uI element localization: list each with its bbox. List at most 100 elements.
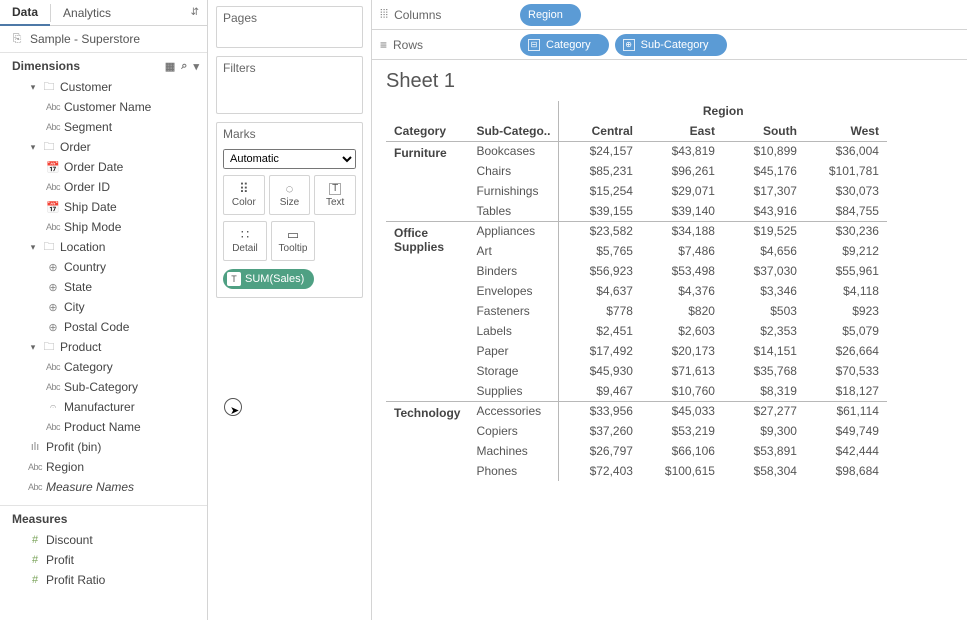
chevron-down-icon: ▾ <box>28 242 38 253</box>
sheet-title[interactable]: Sheet 1 <box>386 70 953 93</box>
cell-value: $45,930 <box>559 361 641 381</box>
cell-value: $70,533 <box>805 361 887 381</box>
cell-value: $30,236 <box>805 221 887 241</box>
tab-data[interactable]: Data <box>0 0 50 26</box>
field-state[interactable]: ⊕State <box>4 277 203 297</box>
data-pane: Data Analytics ⇵ ⎘ Sample - Superstore D… <box>0 0 208 620</box>
mark-type-select[interactable]: Automatic <box>223 149 356 169</box>
category-furniture: Furniture <box>386 141 468 221</box>
subcat-phones: Phones <box>468 461 559 481</box>
region-header-west: West <box>805 121 887 141</box>
cell-value: $53,891 <box>723 441 805 461</box>
cell-value: $18,127 <box>805 381 887 401</box>
measure-type-icon: # <box>28 574 42 586</box>
field-ship-date[interactable]: 📅Ship Date <box>4 197 203 217</box>
pages-card[interactable]: Pages <box>216 6 363 48</box>
cell-value: $9,467 <box>559 381 641 401</box>
cell-value: $84,755 <box>805 201 887 221</box>
subcat-machines: Machines <box>468 441 559 461</box>
pill-label: Sub-Category <box>641 39 709 51</box>
field-ship-mode[interactable]: AbcShip Mode <box>4 217 203 237</box>
field-label: Order Date <box>64 160 123 174</box>
view-toggle-icon[interactable]: ▦ <box>165 60 175 73</box>
field-segment[interactable]: AbcSegment <box>4 117 203 137</box>
field-profit-(bin)[interactable]: ılıProfit (bin) <box>4 437 203 457</box>
measure-label: Profit Ratio <box>46 573 105 587</box>
category-technology: Technology <box>386 401 468 481</box>
tab-analytics[interactable]: Analytics <box>51 1 123 25</box>
cell-value: $43,819 <box>641 141 723 161</box>
field-category[interactable]: AbcCategory <box>4 357 203 377</box>
cell-value: $71,613 <box>641 361 723 381</box>
chevron-down-icon: ▾ <box>28 82 38 93</box>
worksheet-area: ⦙⦙⦙Columns Region ≡Rows ⊟Category⊕Sub-Ca… <box>372 0 967 620</box>
marks-color-button[interactable]: ⠿Color <box>223 175 265 215</box>
folder-product[interactable]: ▾🗀Product <box>4 337 203 357</box>
detail-icon: ∷ <box>241 228 249 241</box>
pill-region[interactable]: Region <box>520 4 581 26</box>
cell-value: $14,151 <box>723 341 805 361</box>
subcat-art: Art <box>468 241 559 261</box>
cell-value: $4,376 <box>641 281 723 301</box>
folder-icon: 🗀 <box>42 338 56 357</box>
rows-shelf[interactable]: ≡Rows ⊟Category⊕Sub-Category <box>372 30 967 60</box>
field-city[interactable]: ⊕City <box>4 297 203 317</box>
field-customer-name[interactable]: AbcCustomer Name <box>4 97 203 117</box>
tab-caret-icon[interactable]: ⇵ <box>191 7 199 18</box>
marks-tooltip-button[interactable]: ▭Tooltip <box>271 221 315 261</box>
rows-label: Rows <box>393 38 423 52</box>
field-type-icon: ⊕ <box>46 301 60 314</box>
subcat-envelopes: Envelopes <box>468 281 559 301</box>
search-fields-icon[interactable]: ⌕ <box>181 60 187 73</box>
measure-profit-ratio[interactable]: # Profit Ratio <box>4 570 203 590</box>
pill-category[interactable]: ⊟Category <box>520 34 609 56</box>
filters-card[interactable]: Filters <box>216 56 363 114</box>
field-region[interactable]: AbcRegion <box>4 457 203 477</box>
field-order-id[interactable]: AbcOrder ID <box>4 177 203 197</box>
folder-order[interactable]: ▾🗀Order <box>4 137 203 157</box>
filters-title: Filters <box>217 57 362 79</box>
cell-value: $778 <box>559 301 641 321</box>
pill-sub-category[interactable]: ⊕Sub-Category <box>615 34 727 56</box>
marks-size-button[interactable]: ◌Size <box>269 175 311 215</box>
field-label: Postal Code <box>64 320 129 334</box>
folder-location[interactable]: ▾🗀Location <box>4 237 203 257</box>
field-type-icon: 📅 <box>46 161 60 174</box>
cell-value: $8,319 <box>723 381 805 401</box>
field-order-date[interactable]: 📅 Order Date <box>4 157 203 177</box>
field-product-name[interactable]: AbcProduct Name <box>4 417 203 437</box>
fields-menu-icon[interactable]: ▾ <box>193 60 199 73</box>
field-country[interactable]: ⊕ Country <box>4 257 203 277</box>
cell-value: $36,004 <box>805 141 887 161</box>
marks-text-pill[interactable]: T SUM(Sales) <box>223 269 314 289</box>
measure-profit[interactable]: #Profit <box>4 550 203 570</box>
folder-icon: 🗀 <box>42 138 56 157</box>
field-type-icon: 𝄐 <box>46 401 60 414</box>
tooltip-label: Tooltip <box>279 243 308 254</box>
cell-value: $45,033 <box>641 401 723 421</box>
folder-customer[interactable]: ▾🗀Customer <box>4 77 203 97</box>
subcategory-header: Sub-Catego.. <box>468 121 559 141</box>
marks-detail-button[interactable]: ∷Detail <box>223 221 267 261</box>
field-label: Country <box>64 260 106 274</box>
measure-discount[interactable]: #Discount <box>4 530 203 550</box>
field-manufacturer[interactable]: 𝄐Manufacturer <box>4 397 203 417</box>
marks-text-button[interactable]: TText <box>314 175 356 215</box>
field-measure-names[interactable]: AbcMeasure Names <box>4 477 203 497</box>
field-type-icon: Abc <box>46 222 60 232</box>
datasource-row[interactable]: ⎘ Sample - Superstore <box>0 26 207 53</box>
cell-value: $9,212 <box>805 241 887 261</box>
subcat-labels: Labels <box>468 321 559 341</box>
cell-value: $98,684 <box>805 461 887 481</box>
data-tabs: Data Analytics ⇵ <box>0 0 207 26</box>
field-label: Customer Name <box>64 100 151 114</box>
folder-label: Location <box>60 240 105 254</box>
cell-value: $26,797 <box>559 441 641 461</box>
field-sub-category[interactable]: AbcSub-Category <box>4 377 203 397</box>
field-type-icon: ⊕ <box>46 261 60 274</box>
field-postal-code[interactable]: ⊕Postal Code <box>4 317 203 337</box>
columns-shelf[interactable]: ⦙⦙⦙Columns Region <box>372 0 967 30</box>
folder-icon: 🗀 <box>42 78 56 97</box>
chevron-down-icon: ▾ <box>28 342 38 353</box>
cell-value: $5,765 <box>559 241 641 261</box>
